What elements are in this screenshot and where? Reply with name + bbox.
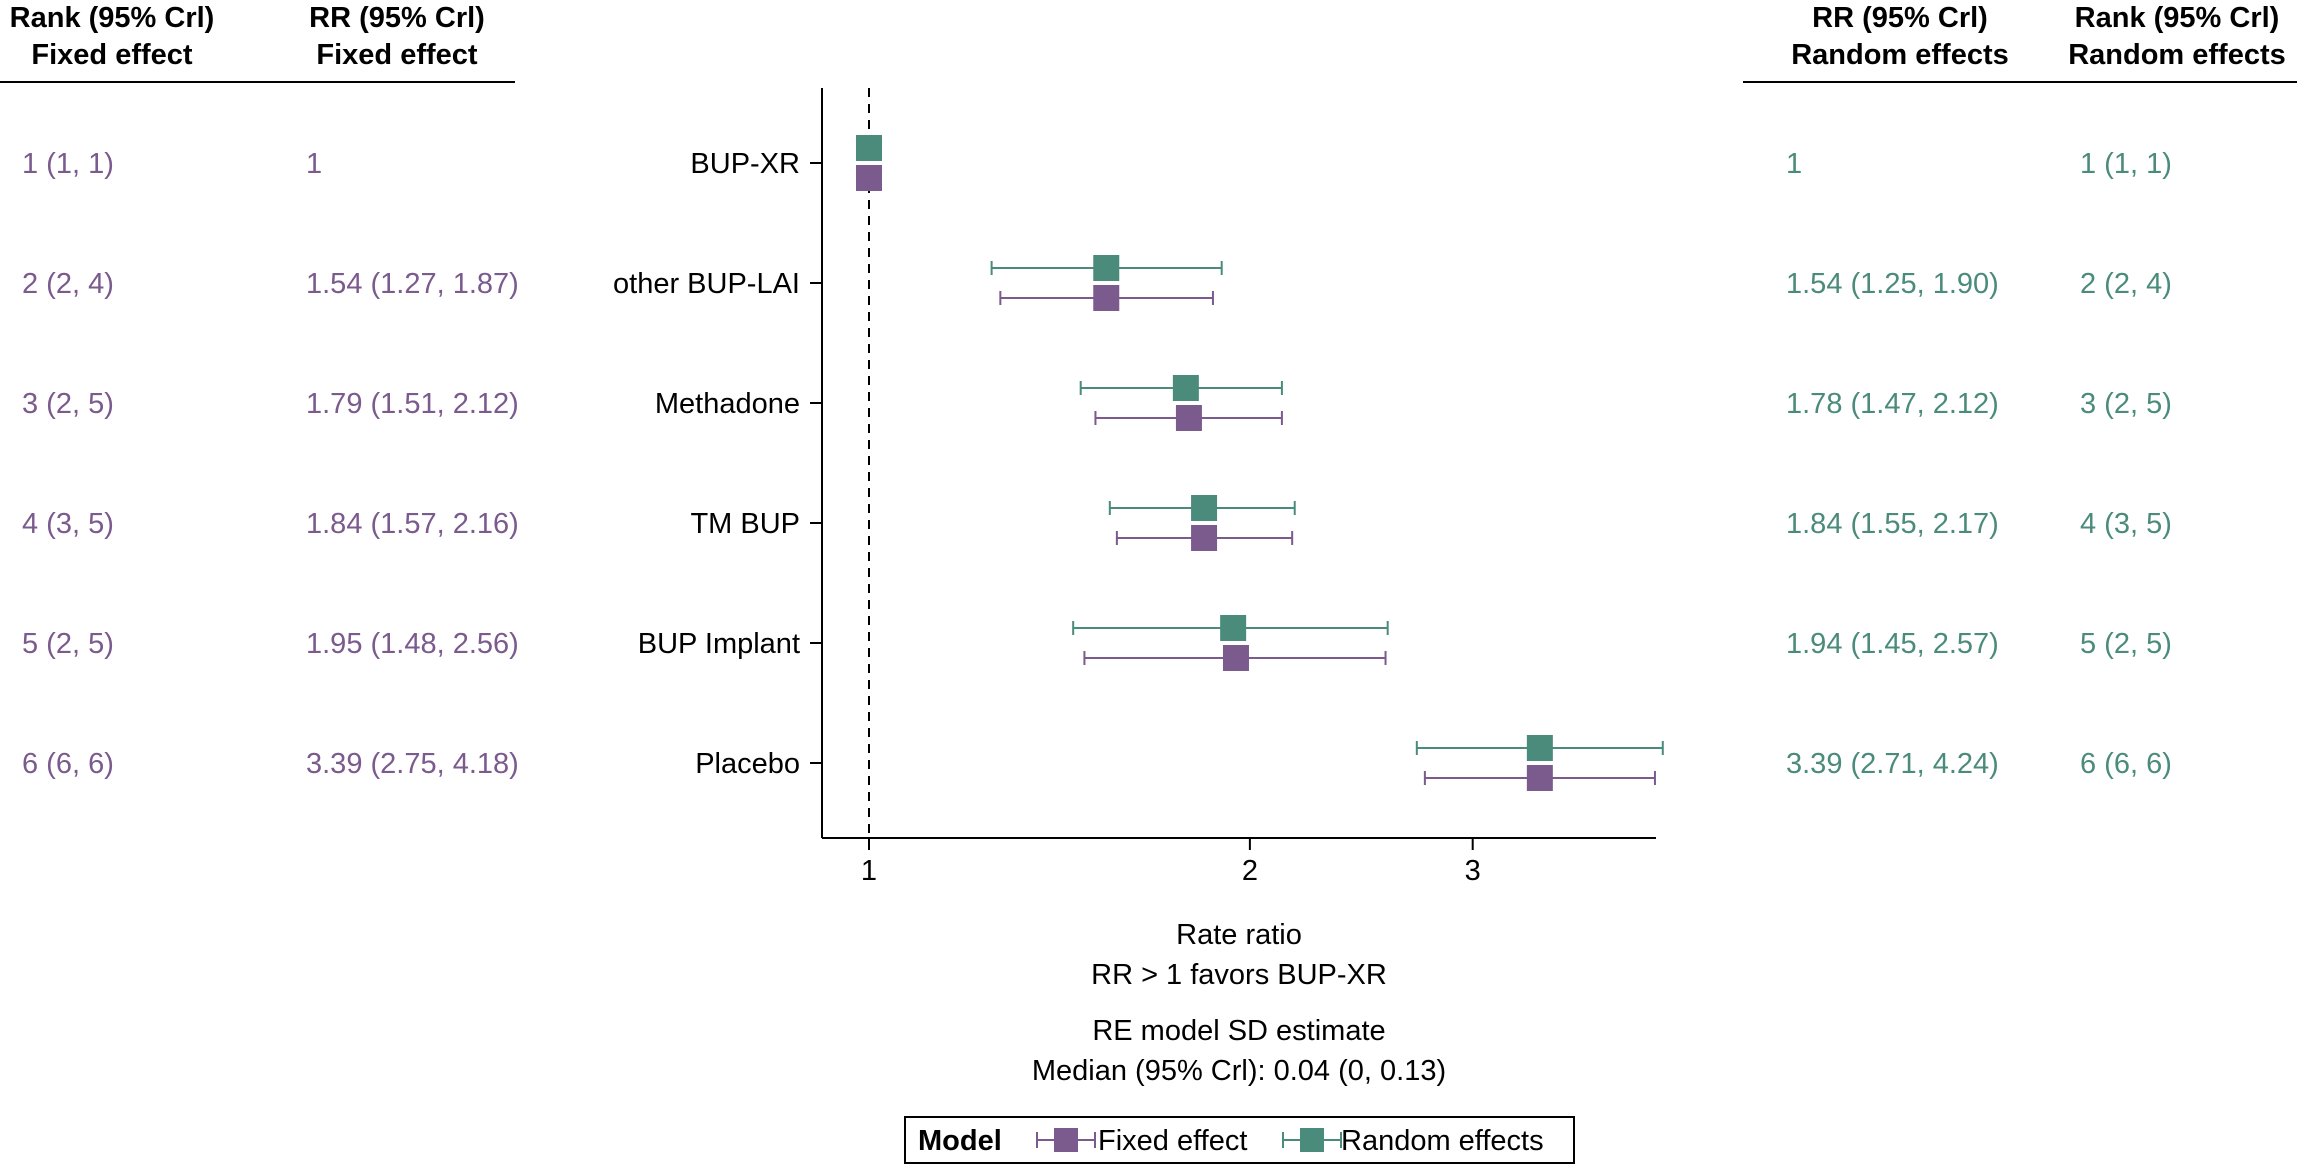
random-rr-cell: 1 [1786,148,1802,180]
random-rank-cell: 5 (2, 5) [2080,628,2172,660]
header-fixed-rank-line1: Rank (95% Crl) [10,2,215,34]
row-label: Placebo [695,748,800,780]
fixed-effect-point [1093,285,1120,311]
fixed-rr-cell: 1.79 (1.51, 2.12) [306,388,519,420]
random-rr-cell: 1.78 (1.47, 2.12) [1786,388,1999,420]
forest-rows: BUP-XR 1 (1, 1) 1 1 1 (1, 1) other BUP-LAI 2 (… [22,135,2172,791]
fixed-rank-cell: 1 (1, 1) [22,148,114,180]
x-axis-title: Rate ratio [1176,919,1302,951]
x-axis-subtitle: RR > 1 favors BUP-XR [1091,959,1387,991]
forest-row-bup-implant: BUP Implant 5 (2, 5) 1.95 (1.48, 2.56) 1.94… [22,615,2172,671]
header-random-rr-line1: RR (95% Crl) [1812,2,1988,34]
random-effects-point [1172,375,1199,401]
forest-row-bup-xr: BUP-XR 1 (1, 1) 1 1 1 (1, 1) [22,135,2172,191]
row-label: Methadone [655,388,800,420]
random-rank-cell: 6 (6, 6) [2080,748,2172,780]
random-rank-cell: 4 (3, 5) [2080,508,2172,540]
forest-row-other-bup-lai: other BUP-LAI 2 (2, 4) 1.54 (1.27, 1.87) 1.… [22,255,2172,311]
legend-fixed-marker [1054,1128,1078,1152]
x-tick-label-3: 3 [1465,855,1481,887]
legend-fixed-label: Fixed effect [1098,1125,1247,1157]
sd-estimate-value: Median (95% Crl): 0.04 (0, 0.13) [1032,1055,1446,1087]
fixed-effect-point [1222,645,1249,671]
fixed-rank-cell: 5 (2, 5) [22,628,114,660]
random-rr-cell: 3.39 (2.71, 4.24) [1786,748,1999,780]
header-fixed-rr: RR (95% Crl) Fixed effect [309,2,485,71]
random-rank-cell: 2 (2, 4) [2080,268,2172,300]
row-label: TM BUP [690,508,800,540]
random-effects-point [856,135,882,161]
fixed-effect-point [1526,765,1553,791]
random-effects-point [1526,735,1553,761]
x-tick-label-2: 2 [1242,855,1258,887]
fixed-rr-cell: 1.84 (1.57, 2.16) [306,508,519,540]
legend-random-marker [1300,1128,1324,1152]
fixed-rr-cell: 3.39 (2.75, 4.18) [306,748,519,780]
x-axis-ticks: 1 2 3 [861,838,1481,887]
random-rr-cell: 1.54 (1.25, 1.90) [1786,268,1999,300]
fixed-effect-point [1175,405,1202,431]
header-fixed-rank-line2: Fixed effect [31,39,192,71]
forest-row-placebo: Placebo 6 (6, 6) 3.39 (2.75, 4.18) 3.39 (2.… [22,735,2172,791]
row-label: other BUP-LAI [613,268,800,300]
row-label: BUP-XR [690,148,800,180]
header-fixed-rr-line2: Fixed effect [316,39,477,71]
row-label: BUP Implant [638,628,800,660]
header-random-rank-line2: Random effects [2068,39,2286,71]
header-random-rank-line1: Rank (95% Crl) [2075,2,2280,34]
fixed-rank-cell: 6 (6, 6) [22,748,114,780]
fixed-rank-cell: 4 (3, 5) [22,508,114,540]
header-random-rr-line2: Random effects [1791,39,2009,71]
fixed-effect-point [1191,525,1218,551]
random-effects-point [1093,255,1120,281]
plot-footer: Rate ratio RR > 1 favors BUP-XR RE model… [1032,919,1446,1087]
x-tick-label-1: 1 [861,855,877,887]
forest-row-tm-bup: TM BUP 4 (3, 5) 1.84 (1.57, 2.16) 1.84 (1.5… [22,495,2172,551]
legend-random-label: Random effects [1341,1125,1544,1157]
random-rank-cell: 3 (2, 5) [2080,388,2172,420]
header-random-rr: RR (95% Crl) Random effects [1791,2,2009,71]
fixed-rr-cell: 1 [306,148,322,180]
random-rr-cell: 1.94 (1.45, 2.57) [1786,628,1999,660]
fixed-rr-cell: 1.95 (1.48, 2.56) [306,628,519,660]
legend: Model Fixed effect Random effects [904,1116,1575,1164]
forest-row-methadone: Methadone 3 (2, 5) 1.79 (1.51, 2.12) 1.78 (… [22,375,2172,431]
random-effects-point [1220,615,1247,641]
legend-title: Model [918,1125,1002,1157]
sd-estimate-title: RE model SD estimate [1092,1015,1385,1047]
random-effects-point [1191,495,1218,521]
header-fixed-rank: Rank (95% Crl) Fixed effect [10,2,215,71]
fixed-rank-cell: 3 (2, 5) [22,388,114,420]
legend-box [904,1116,1575,1164]
header-random-rank: Rank (95% Crl) Random effects [2068,2,2286,71]
header-fixed-rr-line1: RR (95% Crl) [309,2,485,34]
random-rr-cell: 1.84 (1.55, 2.17) [1786,508,1999,540]
fixed-rank-cell: 2 (2, 4) [22,268,114,300]
random-rank-cell: 1 (1, 1) [2080,148,2172,180]
fixed-effect-point [856,165,882,191]
fixed-rr-cell: 1.54 (1.27, 1.87) [306,268,519,300]
